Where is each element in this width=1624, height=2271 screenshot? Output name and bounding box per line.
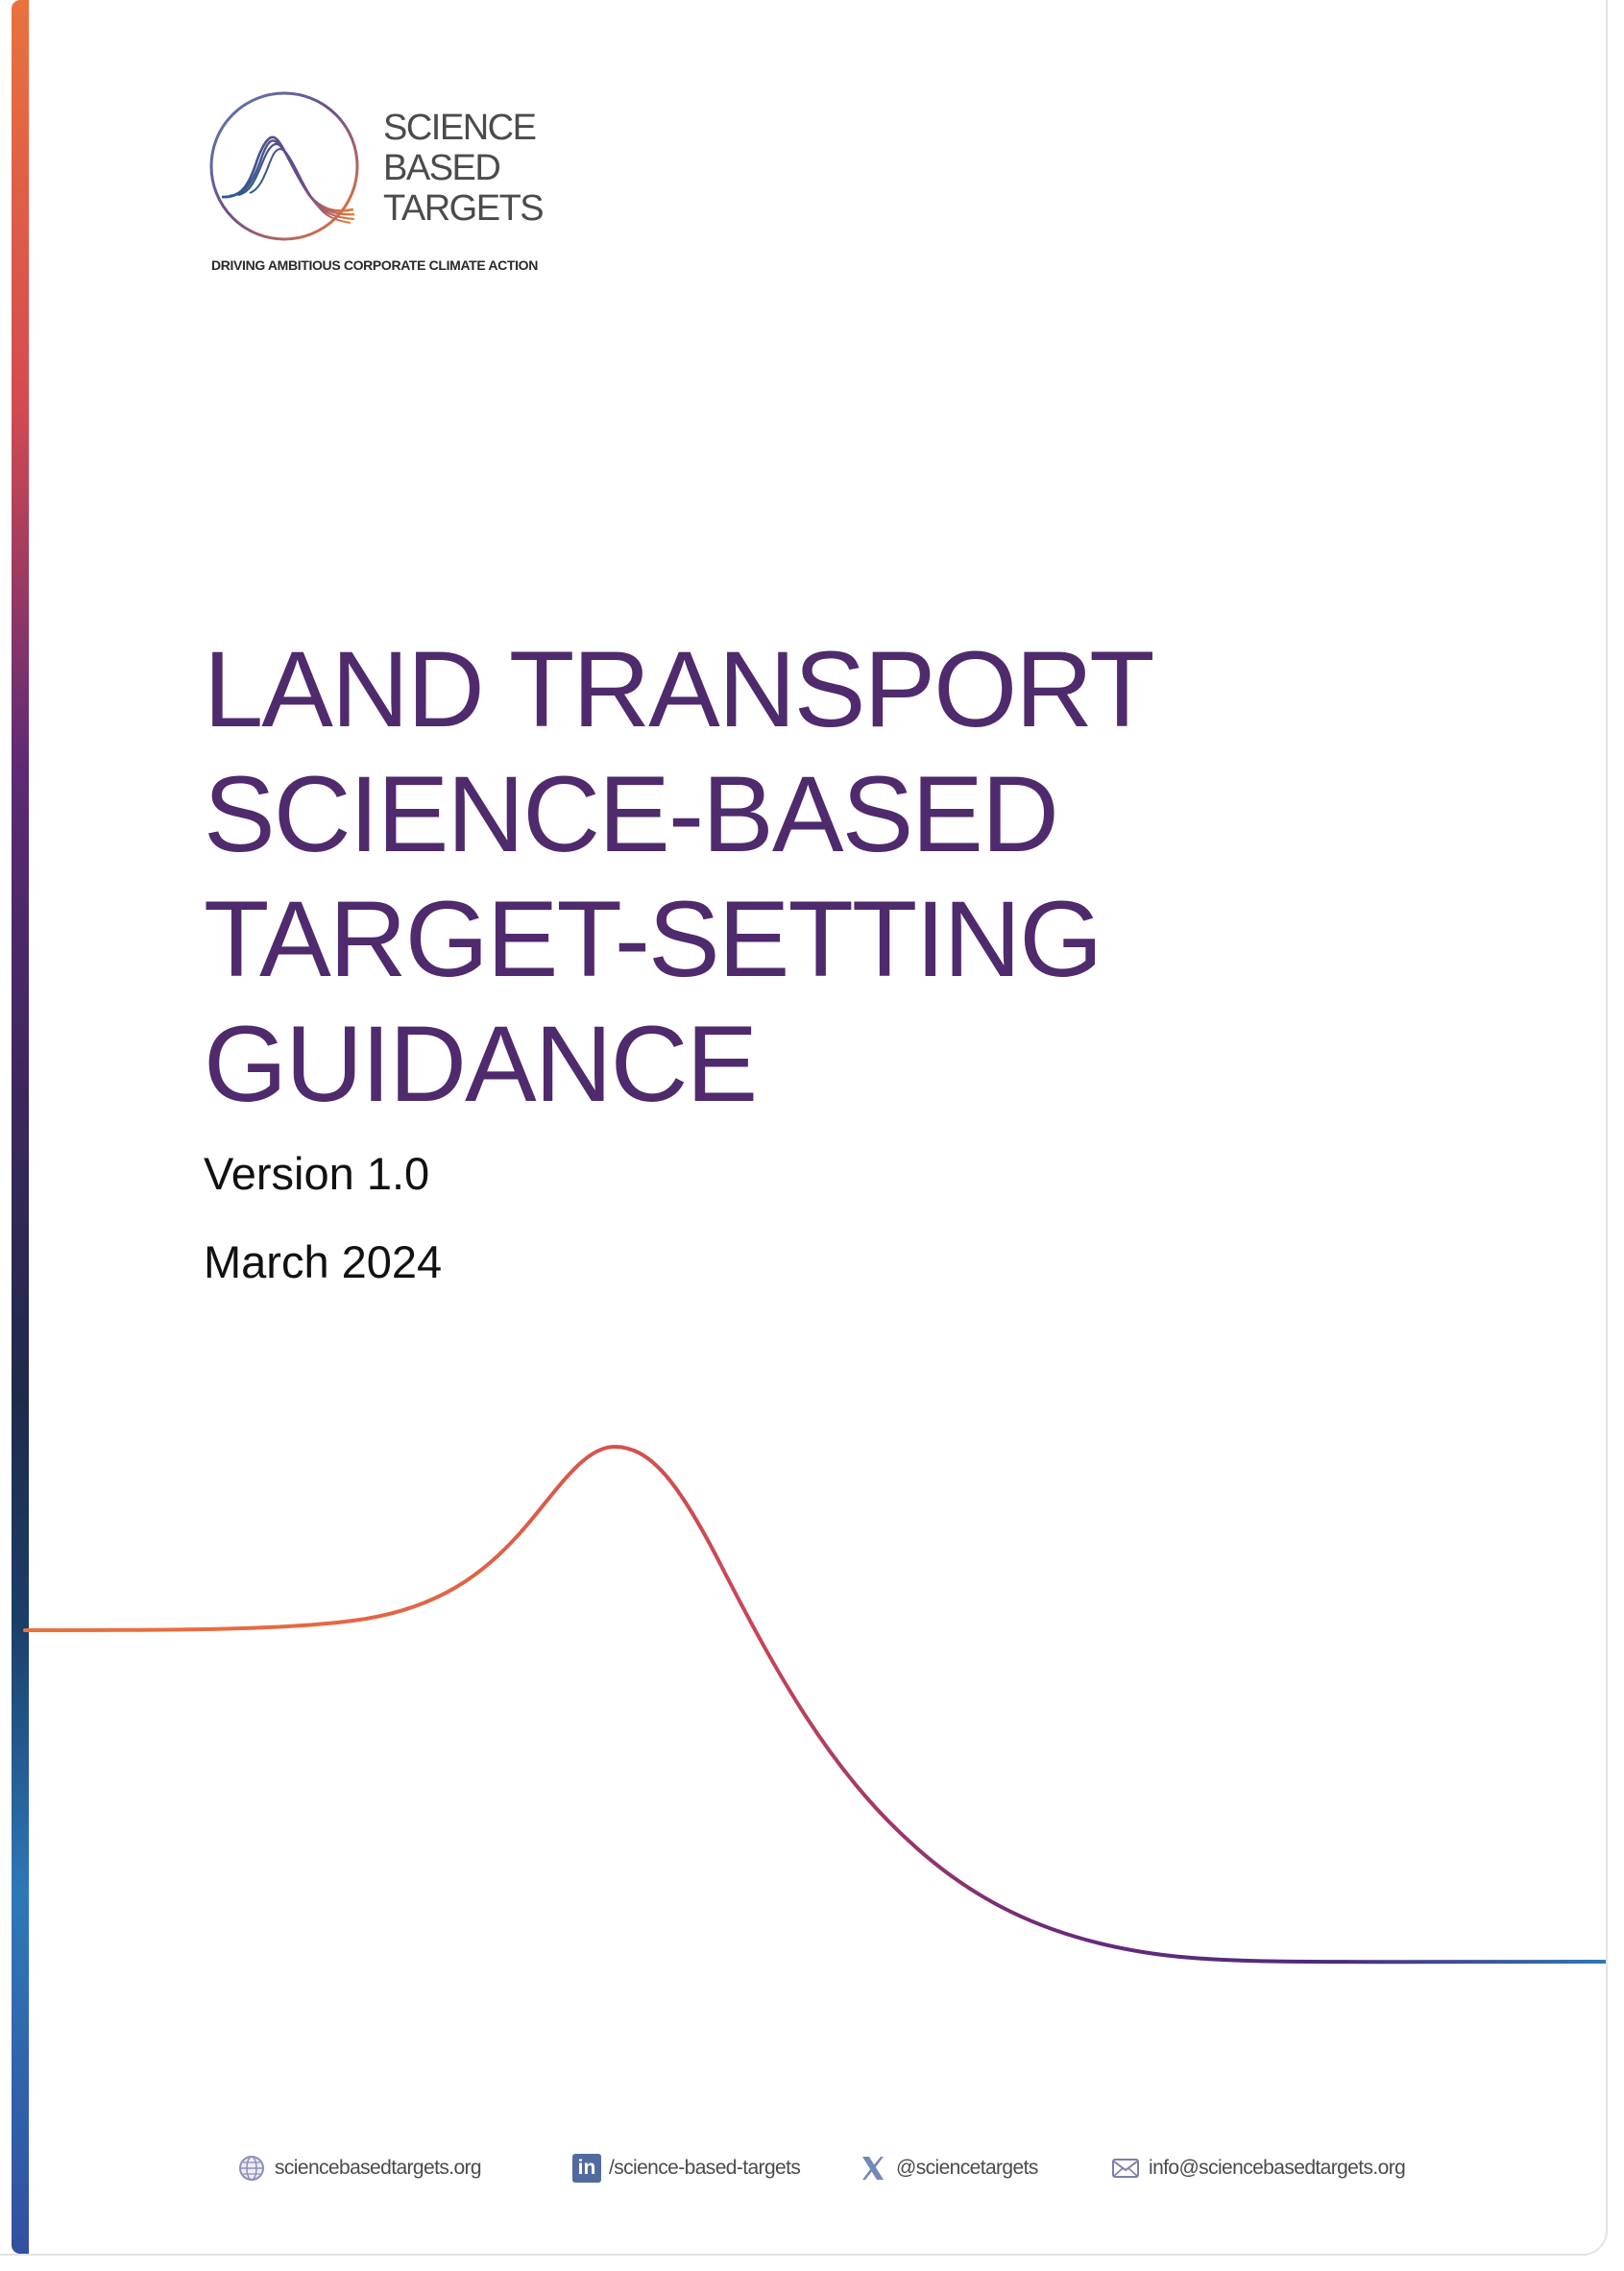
footer-contact-bar: sciencebasedtargets.org in /science-base… <box>230 2148 1441 2188</box>
document-version: Version 1.0 <box>204 1148 430 1199</box>
footer-email-link[interactable]: info@sciencebasedtargets.org <box>1110 2148 1406 2188</box>
document-title-line: TARGET-SETTING <box>204 879 1103 999</box>
document-title-line: LAND TRANSPORT <box>204 629 1155 749</box>
document-date: March 2024 <box>204 1236 443 1287</box>
logo-wordmark-line-science: SCIENCE <box>383 108 537 148</box>
logo-wordmark: SCIENCE BASED TARGETS <box>383 108 545 229</box>
footer-linkedin-text: /science-based-targets <box>609 2157 801 2179</box>
science-based-targets-logo: SCIENCE BASED TARGETS DRIVING AMBITIOUS … <box>206 88 552 281</box>
footer-x-link[interactable]: @sciencetargets <box>858 2148 1038 2188</box>
footer-email-text: info@sciencebasedtargets.org <box>1149 2157 1406 2179</box>
x-icon <box>862 2157 884 2180</box>
logo-tagline: DRIVING AMBITIOUS CORPORATE CLIMATE ACTI… <box>211 257 538 273</box>
decorative-curve-line <box>23 1444 1606 1965</box>
footer-linkedin-link[interactable]: in /science-based-targets <box>572 2148 801 2188</box>
document-title: LAND TRANSPORT SCIENCE-BASED TARGET-SETT… <box>204 627 1375 1127</box>
footer-website-link[interactable]: sciencebasedtargets.org <box>236 2148 482 2188</box>
linkedin-icon: in <box>572 2154 601 2183</box>
mail-icon <box>1112 2159 1139 2178</box>
logo-wordmark-line-targets: TARGETS <box>383 188 545 229</box>
footer-x-text: @sciencetargets <box>896 2157 1038 2179</box>
document-title-line: GUIDANCE <box>204 1004 758 1124</box>
logo-wordmark-line-based: BASED <box>383 148 501 188</box>
globe-icon <box>239 2156 264 2181</box>
left-gradient-stripe <box>12 0 29 2254</box>
document-title-line: SCIENCE-BASED <box>204 754 1059 874</box>
footer-website-text: sciencebasedtargets.org <box>275 2157 482 2179</box>
science-based-targets-logo-mark-icon <box>209 91 359 241</box>
